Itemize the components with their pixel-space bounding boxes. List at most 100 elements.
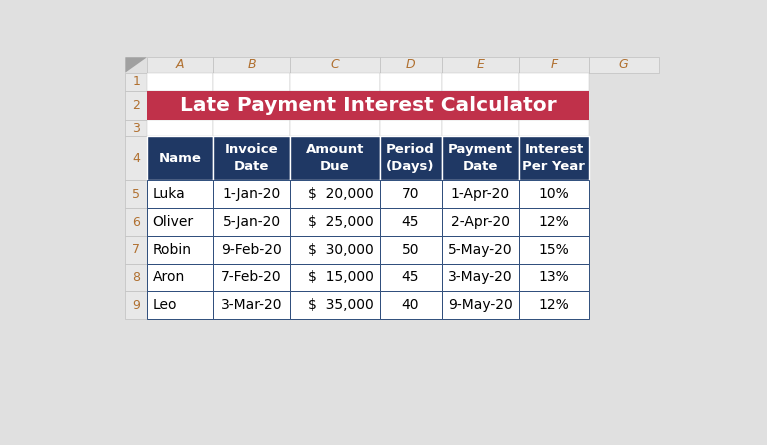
- Bar: [291, 236, 380, 263]
- Bar: [147, 73, 213, 91]
- Bar: [519, 263, 589, 291]
- Text: Interest
Per Year: Interest Per Year: [522, 143, 585, 173]
- Bar: [213, 57, 291, 73]
- Text: 5: 5: [132, 188, 140, 201]
- Bar: [147, 136, 213, 181]
- Bar: [125, 121, 147, 136]
- Bar: [519, 121, 589, 136]
- Bar: [213, 208, 291, 236]
- Text: 6: 6: [132, 215, 140, 229]
- Text: $  35,000: $ 35,000: [308, 298, 374, 312]
- Bar: [147, 57, 213, 73]
- Text: 5-Jan-20: 5-Jan-20: [222, 215, 281, 229]
- Text: 8: 8: [132, 271, 140, 284]
- Bar: [519, 57, 589, 73]
- Bar: [291, 181, 380, 208]
- Bar: [519, 136, 589, 181]
- Text: 12%: 12%: [538, 215, 569, 229]
- Text: 2: 2: [132, 99, 140, 112]
- Text: 9-Feb-20: 9-Feb-20: [221, 243, 282, 257]
- Bar: [213, 236, 291, 263]
- Text: 70: 70: [402, 187, 420, 201]
- Bar: [213, 121, 291, 136]
- Bar: [519, 236, 589, 263]
- Bar: [442, 136, 519, 181]
- Text: 15%: 15%: [538, 243, 569, 257]
- Bar: [380, 291, 442, 319]
- Bar: [291, 263, 380, 291]
- Bar: [125, 208, 147, 236]
- Text: E: E: [476, 58, 484, 72]
- Text: 9: 9: [132, 299, 140, 312]
- Bar: [442, 57, 519, 73]
- Text: Invoice
Date: Invoice Date: [225, 143, 278, 173]
- Bar: [442, 73, 519, 91]
- Bar: [442, 291, 519, 319]
- Bar: [147, 263, 213, 291]
- Bar: [147, 181, 213, 208]
- Bar: [213, 73, 291, 91]
- Bar: [213, 263, 291, 291]
- Text: $  30,000: $ 30,000: [308, 243, 374, 257]
- Text: B: B: [247, 58, 256, 72]
- Text: Payment
Date: Payment Date: [448, 143, 513, 173]
- Text: Name: Name: [159, 152, 202, 165]
- Text: 12%: 12%: [538, 298, 569, 312]
- Text: Leo: Leo: [153, 298, 177, 312]
- Bar: [125, 236, 147, 263]
- Text: Late Payment Interest Calculator: Late Payment Interest Calculator: [179, 96, 556, 115]
- Text: D: D: [406, 58, 416, 72]
- Text: F: F: [550, 58, 558, 72]
- Bar: [380, 181, 442, 208]
- Text: 1-Apr-20: 1-Apr-20: [451, 187, 510, 201]
- Polygon shape: [125, 57, 147, 73]
- Bar: [125, 136, 147, 181]
- Text: 3-May-20: 3-May-20: [448, 271, 512, 284]
- Bar: [291, 208, 380, 236]
- Bar: [147, 291, 213, 319]
- Bar: [147, 121, 213, 136]
- Text: 7: 7: [132, 243, 140, 256]
- Bar: [147, 91, 589, 121]
- Bar: [147, 208, 213, 236]
- Text: Oliver: Oliver: [153, 215, 193, 229]
- Text: Aron: Aron: [153, 271, 185, 284]
- Text: 45: 45: [402, 215, 420, 229]
- Text: 4: 4: [132, 152, 140, 165]
- Bar: [519, 181, 589, 208]
- Bar: [291, 136, 380, 181]
- Bar: [291, 121, 380, 136]
- Bar: [442, 263, 519, 291]
- Bar: [291, 291, 380, 319]
- Bar: [519, 291, 589, 319]
- Text: 50: 50: [402, 243, 420, 257]
- Text: 45: 45: [402, 271, 420, 284]
- Bar: [147, 236, 213, 263]
- Bar: [442, 121, 519, 136]
- Text: Period
(Days): Period (Days): [386, 143, 435, 173]
- Bar: [380, 73, 442, 91]
- Text: 40: 40: [402, 298, 420, 312]
- Bar: [291, 57, 380, 73]
- Text: 1: 1: [132, 75, 140, 89]
- Bar: [380, 57, 442, 73]
- Text: A: A: [176, 58, 184, 72]
- Bar: [380, 121, 442, 136]
- Bar: [125, 181, 147, 208]
- Bar: [442, 181, 519, 208]
- Text: 3: 3: [132, 121, 140, 134]
- Bar: [519, 73, 589, 91]
- Text: $  15,000: $ 15,000: [308, 271, 374, 284]
- Text: Amount
Due: Amount Due: [306, 143, 364, 173]
- Text: Robin: Robin: [153, 243, 192, 257]
- Text: C: C: [331, 58, 339, 72]
- Text: $  25,000: $ 25,000: [308, 215, 374, 229]
- Text: 3-Mar-20: 3-Mar-20: [221, 298, 282, 312]
- Text: G: G: [619, 58, 628, 72]
- Bar: [125, 91, 147, 121]
- Text: 5-May-20: 5-May-20: [448, 243, 512, 257]
- Bar: [519, 208, 589, 236]
- Bar: [291, 73, 380, 91]
- Bar: [380, 136, 442, 181]
- Bar: [589, 57, 659, 73]
